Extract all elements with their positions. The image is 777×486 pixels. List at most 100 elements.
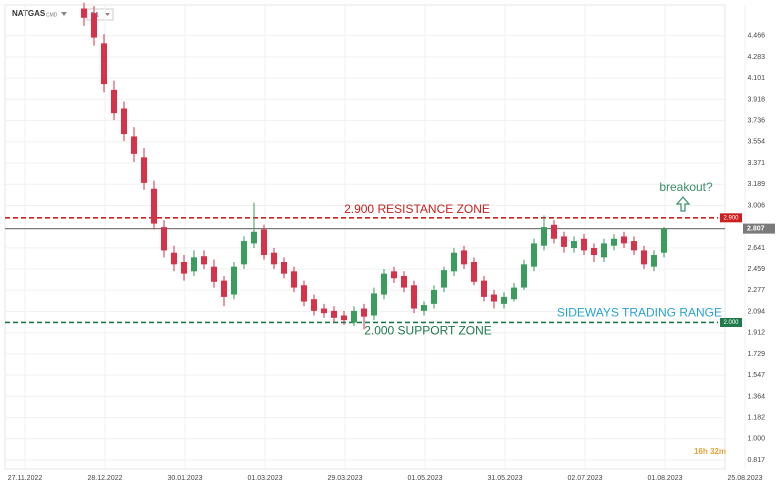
candle-body (341, 315, 347, 321)
level-label-box (720, 213, 742, 223)
y-tick-label: 3.189 (747, 181, 765, 188)
candle-body (271, 252, 277, 265)
candle-body (651, 255, 657, 267)
y-tick-label: 1.182 (747, 414, 765, 421)
candle-body (581, 238, 587, 251)
level-label: 2.900 (723, 215, 739, 221)
candle-body (291, 271, 297, 288)
candle-body (301, 285, 307, 302)
candle-body (181, 262, 187, 274)
y-tick-label: 2.277 (747, 287, 765, 294)
candle-body (381, 273, 387, 295)
level-label: 2.000 (723, 320, 739, 326)
candle-body (171, 252, 177, 265)
candle-body (231, 266, 237, 295)
y-tick-label: 3.554 (747, 139, 765, 146)
price-label: 2.807 (747, 225, 765, 232)
candle-body (211, 266, 217, 282)
candle-body (141, 157, 147, 183)
symbol[interactable]: NATGAS (12, 9, 46, 18)
candle-body (551, 224, 557, 239)
candle-body (361, 308, 367, 317)
level-annotation: 2.900 RESISTANCE ZONE (344, 202, 490, 216)
candle-body (571, 241, 577, 249)
candle-body (161, 227, 167, 251)
candle-body (641, 250, 647, 265)
timer: 16h 32m (694, 447, 726, 456)
candle-body (251, 231, 257, 244)
price-label-box (743, 223, 775, 234)
candle-body (101, 43, 107, 85)
candle-body (661, 228, 667, 253)
y-tick-label: 4.101 (747, 75, 765, 82)
level-annotation: 2.000 SUPPORT ZONE (364, 324, 492, 338)
candle-body (121, 108, 127, 135)
candle-body (561, 236, 567, 247)
y-tick-label: 4.283 (747, 54, 765, 61)
candle-body (401, 275, 407, 288)
candle-body (151, 188, 157, 224)
candle-body (521, 264, 527, 288)
candle-body (261, 229, 267, 256)
y-tick-label: 0.817 (747, 457, 765, 464)
candle-body (201, 256, 207, 265)
range-annotation: SIDEWAYS TRADING RANGE (557, 306, 722, 320)
candle-body (221, 280, 227, 297)
candle-body (131, 136, 137, 154)
y-tick-label: 3.371 (747, 160, 765, 167)
candle-body (591, 248, 597, 256)
y-tick-label: 1.000 (747, 436, 765, 443)
level-label-box (720, 317, 742, 327)
y-tick-label: 4.466 (747, 33, 765, 40)
x-tick-label: 30.01.2023 (167, 475, 202, 482)
candle-body (391, 271, 397, 279)
y-tick-label: 2.094 (747, 308, 765, 315)
candle-body (321, 308, 327, 314)
x-tick-label: 27.11.2022 (8, 475, 43, 482)
candle-body (191, 257, 197, 272)
candle-body (91, 13, 97, 38)
y-tick-label: 1.547 (747, 372, 765, 379)
candle-body (501, 296, 507, 304)
candle-body (331, 310, 337, 318)
y-tick-label: 2.459 (747, 266, 765, 273)
candle-body (631, 241, 637, 251)
candle-body (431, 289, 437, 304)
y-tick-label: 3.006 (747, 202, 765, 209)
x-tick-label: 02.07.2023 (567, 475, 602, 482)
symbol-dropdown[interactable] (61, 12, 67, 16)
plot-frame (4, 4, 726, 470)
candle-body (371, 293, 377, 316)
market: CMD (46, 12, 58, 18)
candle-body (411, 285, 417, 309)
y-tick-label: 3.736 (747, 117, 765, 124)
candle-body (531, 243, 537, 267)
y-tick-label: 1.729 (747, 351, 765, 358)
x-tick-label: 29.03.2023 (327, 475, 362, 482)
candle-body (311, 299, 317, 311)
candle-body (541, 227, 547, 246)
candle-body (621, 236, 627, 244)
x-tick-label: 28.12.2022 (87, 475, 122, 482)
candle-body (471, 262, 477, 282)
x-tick-label: 01.08.2023 (647, 475, 682, 482)
x-tick-label: 01.03.2023 (247, 475, 282, 482)
candle-body (111, 89, 117, 114)
timeframe-dropdown[interactable] (105, 13, 110, 16)
y-tick-label: 1.364 (747, 393, 765, 400)
candle-body (421, 305, 427, 311)
candle-body (461, 250, 467, 265)
x-tick-label: 31.05.2023 (487, 475, 522, 482)
breakout-annotation: breakout? (659, 180, 713, 194)
x-tick-label: 01.05.2023 (407, 475, 442, 482)
x-tick-label: 25.08.2023 (727, 475, 762, 482)
candle-body (511, 287, 517, 300)
y-tick-label: 2.641 (747, 245, 765, 252)
candle-body (451, 252, 457, 272)
candle-body (481, 280, 487, 297)
breakout-arrow (675, 196, 691, 212)
y-tick-label: 1.912 (747, 330, 765, 337)
candle-body (81, 8, 87, 18)
